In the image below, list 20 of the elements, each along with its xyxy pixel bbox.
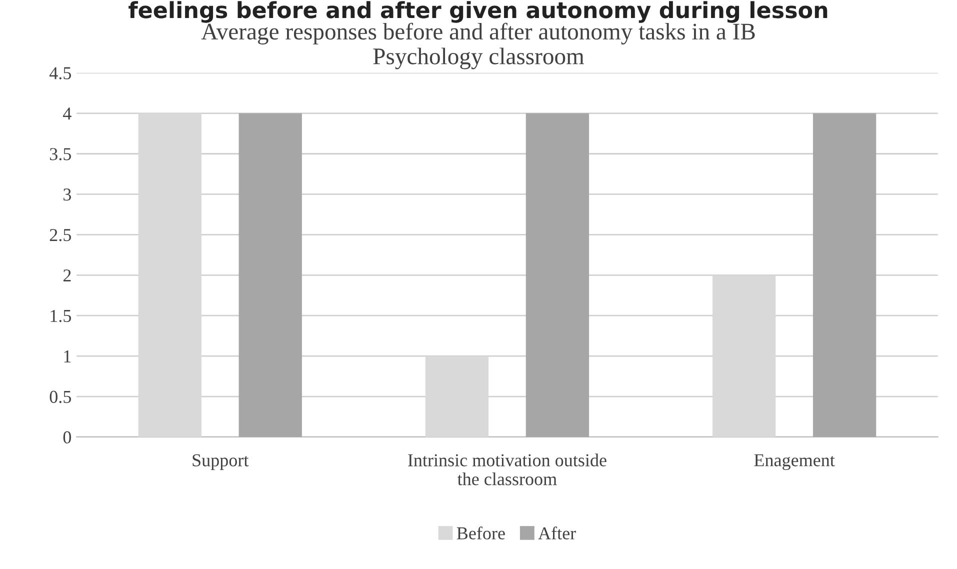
x-tick-label: Support [192,454,249,470]
y-tick-label: 2.5 [50,228,71,242]
y-tick-label: 4.5 [49,67,71,80]
bar [526,113,590,437]
bar [238,113,302,437]
y-tick-label: 0 [63,431,72,444]
y-tick-label: 4 [63,108,72,120]
x-tick-label: Intrinsic motivation outside the classroom [408,454,606,486]
y-tick-label: 2 [63,269,71,282]
legend-label: After [538,526,576,540]
y-tick-label: 3 [64,188,71,201]
x-tick-label: Enagement [754,454,835,470]
bar [812,113,876,437]
text: feelings before and after given autonomy during lesson [128,1,828,23]
y-tick-label: 3.5 [50,148,71,160]
legend-label: Before [456,526,505,540]
y-tick-label: 0.5 [50,390,71,404]
chart-title: Average responses before and after autonomy tasks in a IB Psychology classroom [201,22,755,70]
y-tick-label: 1.5 [50,310,71,322]
y-tick-label: 1 [64,350,71,362]
